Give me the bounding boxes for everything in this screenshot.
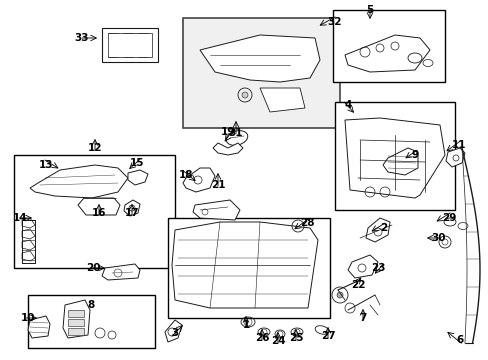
Text: 29: 29	[441, 213, 455, 223]
Bar	[168, 218, 329, 318]
Text: 6: 6	[455, 335, 463, 345]
Bar	[102, 28, 158, 62]
Text: 15: 15	[129, 158, 144, 168]
Bar	[334, 102, 454, 210]
Text: 32: 32	[327, 17, 342, 27]
Polygon shape	[382, 148, 417, 175]
Polygon shape	[124, 200, 140, 216]
Text: 13: 13	[39, 160, 53, 170]
Bar	[14, 155, 175, 268]
Text: 26: 26	[254, 333, 269, 343]
Circle shape	[242, 92, 247, 98]
Bar	[68, 328, 84, 335]
Polygon shape	[347, 255, 377, 278]
Text: 11: 11	[451, 140, 465, 150]
Polygon shape	[78, 198, 120, 215]
Text: 1: 1	[242, 320, 249, 330]
Text: 28: 28	[299, 218, 314, 228]
Text: 25: 25	[288, 333, 303, 343]
Polygon shape	[102, 264, 140, 280]
Ellipse shape	[226, 131, 247, 145]
Polygon shape	[128, 170, 148, 185]
Text: 12: 12	[87, 143, 102, 153]
Polygon shape	[22, 218, 35, 228]
Polygon shape	[260, 88, 305, 112]
Text: 27: 27	[320, 331, 335, 341]
Text: 31: 31	[228, 128, 243, 138]
Polygon shape	[345, 35, 429, 72]
Polygon shape	[445, 148, 464, 167]
Polygon shape	[172, 222, 317, 308]
Circle shape	[336, 292, 342, 298]
Polygon shape	[22, 251, 35, 261]
Text: 2: 2	[380, 223, 387, 233]
Polygon shape	[193, 200, 240, 220]
Text: 23: 23	[370, 263, 385, 273]
Bar	[68, 319, 84, 326]
Text: 4: 4	[344, 100, 351, 110]
Bar	[28, 295, 155, 348]
Bar	[183, 18, 339, 128]
Text: 30: 30	[431, 233, 446, 243]
Polygon shape	[345, 118, 444, 198]
Polygon shape	[200, 35, 319, 82]
Polygon shape	[28, 316, 50, 338]
Text: 20: 20	[85, 263, 100, 273]
Text: 16: 16	[92, 208, 106, 218]
Polygon shape	[213, 143, 243, 155]
Text: 3: 3	[171, 328, 178, 338]
Text: 33: 33	[75, 33, 89, 43]
Text: 7: 7	[359, 313, 366, 323]
Polygon shape	[183, 168, 215, 192]
Text: 24: 24	[270, 336, 285, 346]
Polygon shape	[164, 320, 182, 342]
Text: 21: 21	[210, 180, 225, 190]
Bar	[68, 310, 84, 317]
Text: 19: 19	[221, 127, 235, 137]
Polygon shape	[30, 165, 128, 198]
Text: 9: 9	[410, 150, 418, 160]
Bar	[332, 10, 444, 82]
Text: 8: 8	[87, 300, 95, 310]
Polygon shape	[365, 218, 389, 242]
Text: 5: 5	[366, 5, 373, 15]
Text: 22: 22	[350, 280, 365, 290]
Text: 10: 10	[20, 313, 35, 323]
Polygon shape	[22, 240, 35, 250]
Polygon shape	[63, 300, 90, 338]
Text: 17: 17	[124, 208, 139, 218]
Bar	[108, 33, 152, 57]
Polygon shape	[22, 229, 35, 239]
Text: 14: 14	[13, 213, 27, 223]
Text: 18: 18	[179, 170, 193, 180]
